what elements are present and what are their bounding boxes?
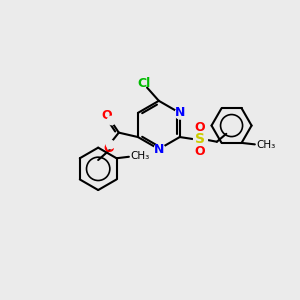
Text: N: N [154,142,164,156]
Text: CH₃: CH₃ [130,151,150,161]
Text: CH₃: CH₃ [256,140,275,150]
Text: O: O [102,109,112,122]
Text: N: N [175,106,185,119]
Text: Cl: Cl [137,77,151,90]
Text: S: S [195,132,205,146]
Text: O: O [103,142,114,155]
Text: O: O [194,121,205,134]
Text: O: O [194,145,205,158]
